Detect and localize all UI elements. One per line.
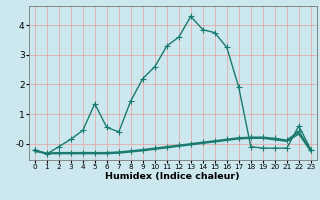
X-axis label: Humidex (Indice chaleur): Humidex (Indice chaleur) (106, 172, 240, 181)
